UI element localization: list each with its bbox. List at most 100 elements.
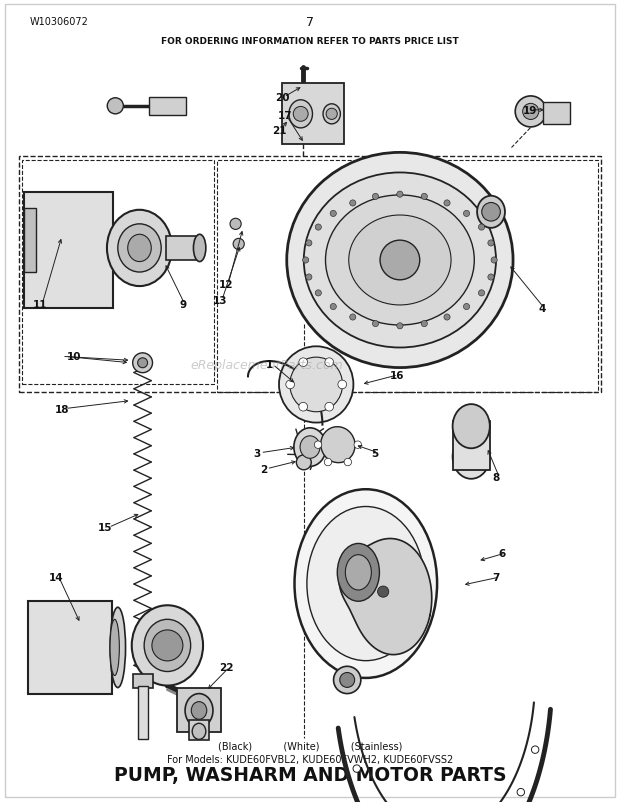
Text: 1: 1	[266, 360, 273, 370]
Circle shape	[353, 765, 360, 772]
Ellipse shape	[118, 225, 161, 273]
Bar	[19, 156, 601, 393]
Circle shape	[397, 323, 403, 330]
Ellipse shape	[323, 105, 340, 125]
Ellipse shape	[453, 435, 490, 479]
Polygon shape	[339, 539, 432, 654]
Circle shape	[531, 746, 539, 753]
Bar	[133, 674, 153, 688]
Bar	[138, 687, 148, 739]
Circle shape	[421, 321, 427, 327]
Text: For Models: KUDE60FVBL2, KUDE60FVWH2, KUDE60FVSS2: For Models: KUDE60FVBL2, KUDE60FVWH2, KU…	[167, 754, 453, 764]
Circle shape	[488, 241, 494, 247]
Text: 20: 20	[275, 93, 290, 103]
Circle shape	[354, 441, 361, 449]
Bar	[282, 84, 344, 144]
Ellipse shape	[345, 555, 371, 590]
Ellipse shape	[128, 235, 151, 262]
Text: FOR ORDERING INFORMATION REFER TO PARTS PRICE LIST: FOR ORDERING INFORMATION REFER TO PARTS …	[161, 37, 459, 47]
Bar	[189, 720, 209, 740]
Circle shape	[517, 788, 525, 796]
Circle shape	[380, 241, 420, 281]
Bar	[217, 160, 598, 393]
Bar	[453, 421, 490, 471]
Circle shape	[326, 109, 337, 120]
Circle shape	[350, 200, 356, 207]
Circle shape	[334, 666, 361, 694]
Text: 4: 4	[539, 304, 546, 314]
Circle shape	[344, 459, 352, 466]
Ellipse shape	[294, 428, 326, 467]
Circle shape	[463, 211, 469, 217]
Circle shape	[286, 381, 294, 389]
Circle shape	[152, 630, 183, 661]
Circle shape	[444, 314, 450, 321]
Circle shape	[107, 99, 123, 115]
Ellipse shape	[144, 620, 191, 672]
Circle shape	[138, 358, 148, 368]
Ellipse shape	[287, 153, 513, 368]
Text: eReplacementParts.com: eReplacementParts.com	[190, 358, 343, 371]
Text: W10306072: W10306072	[30, 18, 88, 27]
Text: 14: 14	[48, 573, 63, 582]
Circle shape	[330, 211, 337, 217]
Circle shape	[324, 459, 332, 466]
Circle shape	[303, 257, 309, 264]
Text: 18: 18	[55, 404, 69, 414]
Circle shape	[488, 274, 494, 281]
Ellipse shape	[110, 608, 125, 688]
Ellipse shape	[192, 723, 206, 739]
Circle shape	[340, 673, 355, 687]
Circle shape	[299, 358, 308, 367]
Circle shape	[397, 192, 403, 198]
Circle shape	[421, 194, 427, 200]
Ellipse shape	[191, 702, 207, 719]
Text: PUMP, WASHARM AND MOTOR PARTS: PUMP, WASHARM AND MOTOR PARTS	[113, 765, 507, 784]
Text: 2: 2	[260, 464, 267, 474]
Ellipse shape	[304, 173, 496, 348]
Text: 8: 8	[492, 472, 500, 482]
Circle shape	[479, 290, 485, 297]
Ellipse shape	[193, 235, 206, 262]
Circle shape	[350, 314, 356, 321]
Text: 13: 13	[213, 296, 228, 306]
Text: 19: 19	[523, 106, 538, 115]
Circle shape	[325, 403, 334, 411]
Circle shape	[325, 358, 334, 367]
Ellipse shape	[289, 101, 312, 129]
Text: 15: 15	[98, 523, 113, 533]
Circle shape	[444, 200, 450, 207]
Circle shape	[491, 257, 497, 264]
Ellipse shape	[348, 216, 451, 306]
Circle shape	[330, 304, 337, 310]
Ellipse shape	[300, 436, 320, 459]
Bar	[149, 98, 186, 115]
Text: 22: 22	[219, 662, 234, 672]
Circle shape	[378, 586, 389, 597]
Bar	[22, 160, 214, 385]
Ellipse shape	[326, 196, 474, 326]
Ellipse shape	[294, 489, 437, 678]
Ellipse shape	[185, 694, 213, 727]
Text: 17: 17	[278, 111, 293, 121]
Text: 11: 11	[33, 300, 48, 310]
Circle shape	[230, 219, 241, 230]
Ellipse shape	[477, 196, 505, 229]
Text: 6: 6	[498, 549, 506, 558]
Circle shape	[338, 381, 347, 389]
Circle shape	[314, 441, 322, 449]
Circle shape	[293, 107, 308, 122]
Text: 10: 10	[67, 352, 82, 362]
Ellipse shape	[337, 544, 379, 602]
Ellipse shape	[321, 427, 355, 463]
Ellipse shape	[453, 405, 490, 449]
Circle shape	[315, 225, 321, 231]
Circle shape	[315, 290, 321, 297]
Text: 12: 12	[219, 280, 234, 290]
Bar	[24, 209, 36, 273]
Bar	[166, 237, 200, 261]
Circle shape	[482, 203, 500, 222]
Circle shape	[133, 354, 153, 373]
Circle shape	[306, 241, 312, 247]
Ellipse shape	[279, 346, 353, 423]
